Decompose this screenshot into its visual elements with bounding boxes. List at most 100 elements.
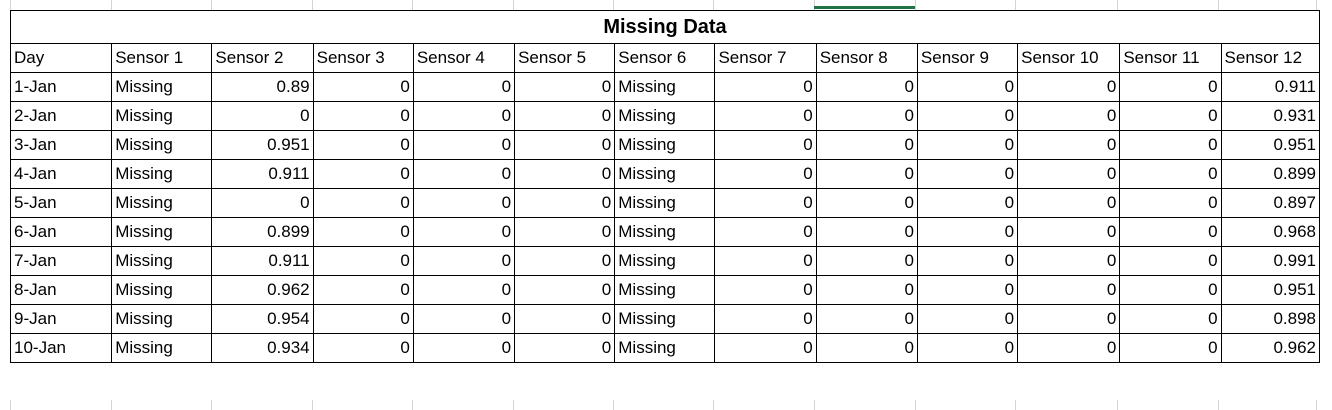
sensor-cell[interactable]: 0 bbox=[514, 304, 616, 334]
sensor-cell[interactable]: 0 bbox=[211, 188, 314, 218]
sensor-cell[interactable]: 0 bbox=[916, 333, 1019, 363]
sensor-cell[interactable]: 0 bbox=[312, 304, 414, 334]
sensor-cell[interactable]: 0 bbox=[1119, 159, 1222, 189]
sensor-cell[interactable]: 0 bbox=[916, 304, 1019, 334]
column-header[interactable]: Sensor 2 bbox=[211, 43, 314, 73]
sensor-cell[interactable]: 0 bbox=[1017, 246, 1121, 276]
sensor-cell[interactable]: 0 bbox=[1119, 72, 1222, 102]
sensor-cell[interactable]: 0.934 bbox=[211, 333, 314, 363]
sensor-cell[interactable]: 0 bbox=[815, 217, 918, 247]
sensor-cell[interactable]: Missing bbox=[111, 333, 213, 363]
sensor-cell[interactable]: 0.897 bbox=[1220, 188, 1321, 218]
sensor-cell[interactable]: 0 bbox=[815, 130, 918, 160]
sensor-cell[interactable]: Missing bbox=[614, 159, 716, 189]
day-cell[interactable]: 7-Jan bbox=[9, 246, 113, 276]
sensor-cell[interactable]: 0 bbox=[514, 72, 616, 102]
day-cell[interactable]: 6-Jan bbox=[9, 217, 113, 247]
sensor-cell[interactable]: Missing bbox=[614, 130, 716, 160]
sensor-cell[interactable]: 0 bbox=[312, 275, 414, 305]
sensor-cell[interactable]: Missing bbox=[111, 101, 213, 131]
sensor-cell[interactable]: 0 bbox=[916, 130, 1019, 160]
column-header[interactable]: Sensor 1 bbox=[111, 43, 213, 73]
sensor-cell[interactable]: 0 bbox=[312, 72, 414, 102]
sensor-cell[interactable]: 0.951 bbox=[211, 130, 314, 160]
day-cell[interactable]: 9-Jan bbox=[9, 304, 113, 334]
sensor-cell[interactable]: Missing bbox=[111, 188, 213, 218]
sensor-cell[interactable]: Missing bbox=[111, 217, 213, 247]
sensor-cell[interactable]: 0 bbox=[412, 333, 516, 363]
sensor-cell[interactable]: Missing bbox=[614, 72, 716, 102]
sensor-cell[interactable]: 0 bbox=[514, 101, 616, 131]
day-cell[interactable]: 4-Jan bbox=[9, 159, 113, 189]
sensor-cell[interactable]: 0 bbox=[714, 101, 817, 131]
sensor-cell[interactable]: 0 bbox=[815, 159, 918, 189]
sensor-cell[interactable]: 0 bbox=[1119, 101, 1222, 131]
sensor-cell[interactable]: 0.898 bbox=[1220, 304, 1321, 334]
column-header[interactable]: Day bbox=[9, 43, 113, 73]
sensor-cell[interactable]: 0.89 bbox=[211, 72, 314, 102]
sensor-cell[interactable]: 0 bbox=[916, 72, 1019, 102]
sensor-cell[interactable]: 0 bbox=[714, 130, 817, 160]
sensor-cell[interactable]: 0 bbox=[1017, 275, 1121, 305]
sensor-cell[interactable]: 0 bbox=[312, 246, 414, 276]
sensor-cell[interactable]: 0 bbox=[1119, 333, 1222, 363]
sensor-cell[interactable]: 0.962 bbox=[211, 275, 314, 305]
sensor-cell[interactable]: 0.911 bbox=[1220, 72, 1321, 102]
sensor-cell[interactable]: 0.899 bbox=[211, 217, 314, 247]
column-header[interactable]: Sensor 12 bbox=[1220, 43, 1321, 73]
sensor-cell[interactable]: 0 bbox=[312, 101, 414, 131]
sensor-cell[interactable]: 0 bbox=[815, 275, 918, 305]
sensor-cell[interactable]: 0 bbox=[412, 275, 516, 305]
sensor-cell[interactable]: Missing bbox=[614, 275, 716, 305]
day-cell[interactable]: 5-Jan bbox=[9, 188, 113, 218]
sensor-cell[interactable]: 0 bbox=[714, 159, 817, 189]
column-header[interactable]: Sensor 11 bbox=[1119, 43, 1222, 73]
sensor-cell[interactable]: 0 bbox=[815, 246, 918, 276]
sensor-cell[interactable]: 0.962 bbox=[1220, 333, 1321, 363]
sensor-cell[interactable]: 0 bbox=[1119, 188, 1222, 218]
sensor-cell[interactable]: 0 bbox=[714, 188, 817, 218]
sensor-cell[interactable]: 0 bbox=[514, 333, 616, 363]
sensor-cell[interactable]: Missing bbox=[111, 130, 213, 160]
sensor-cell[interactable]: 0 bbox=[815, 72, 918, 102]
day-cell[interactable]: 1-Jan bbox=[9, 72, 113, 102]
sensor-cell[interactable]: 0 bbox=[514, 188, 616, 218]
sensor-cell[interactable]: 0 bbox=[1017, 188, 1121, 218]
sensor-cell[interactable]: 0 bbox=[1017, 130, 1121, 160]
column-header[interactable]: Sensor 9 bbox=[916, 43, 1019, 73]
sensor-cell[interactable]: 0 bbox=[514, 217, 616, 247]
sensor-cell[interactable]: 0 bbox=[514, 275, 616, 305]
sensor-cell[interactable]: 0.951 bbox=[1220, 130, 1321, 160]
sensor-cell[interactable]: 0 bbox=[514, 130, 616, 160]
sensor-cell[interactable]: Missing bbox=[614, 101, 716, 131]
sensor-cell[interactable]: 0 bbox=[312, 333, 414, 363]
sensor-cell[interactable]: Missing bbox=[614, 217, 716, 247]
sensor-cell[interactable]: 0 bbox=[1119, 130, 1222, 160]
sensor-cell[interactable]: 0 bbox=[1017, 333, 1121, 363]
sensor-cell[interactable]: 0.911 bbox=[211, 246, 314, 276]
sensor-cell[interactable]: 0 bbox=[916, 188, 1019, 218]
sensor-cell[interactable]: 0 bbox=[714, 304, 817, 334]
sensor-cell[interactable]: 0 bbox=[714, 72, 817, 102]
day-cell[interactable]: 10-Jan bbox=[9, 333, 113, 363]
sensor-cell[interactable]: 0.899 bbox=[1220, 159, 1321, 189]
sensor-cell[interactable]: 0 bbox=[211, 101, 314, 131]
day-cell[interactable]: 2-Jan bbox=[9, 101, 113, 131]
sensor-cell[interactable]: 0.968 bbox=[1220, 217, 1321, 247]
sensor-cell[interactable]: Missing bbox=[614, 333, 716, 363]
sensor-cell[interactable]: Missing bbox=[111, 304, 213, 334]
sensor-cell[interactable]: 0 bbox=[714, 246, 817, 276]
sensor-cell[interactable]: 0 bbox=[714, 217, 817, 247]
sensor-cell[interactable]: 0 bbox=[412, 246, 516, 276]
sensor-cell[interactable]: 0 bbox=[815, 333, 918, 363]
sensor-cell[interactable]: 0 bbox=[714, 333, 817, 363]
sensor-cell[interactable]: 0 bbox=[412, 159, 516, 189]
sensor-cell[interactable]: 0 bbox=[412, 130, 516, 160]
sensor-cell[interactable]: Missing bbox=[111, 246, 213, 276]
sensor-cell[interactable]: 0.991 bbox=[1220, 246, 1321, 276]
sensor-cell[interactable]: 0 bbox=[916, 246, 1019, 276]
sensor-cell[interactable]: 0 bbox=[312, 188, 414, 218]
column-header[interactable]: Sensor 5 bbox=[514, 43, 616, 73]
sensor-cell[interactable]: 0 bbox=[412, 188, 516, 218]
day-cell[interactable]: 8-Jan bbox=[9, 275, 113, 305]
